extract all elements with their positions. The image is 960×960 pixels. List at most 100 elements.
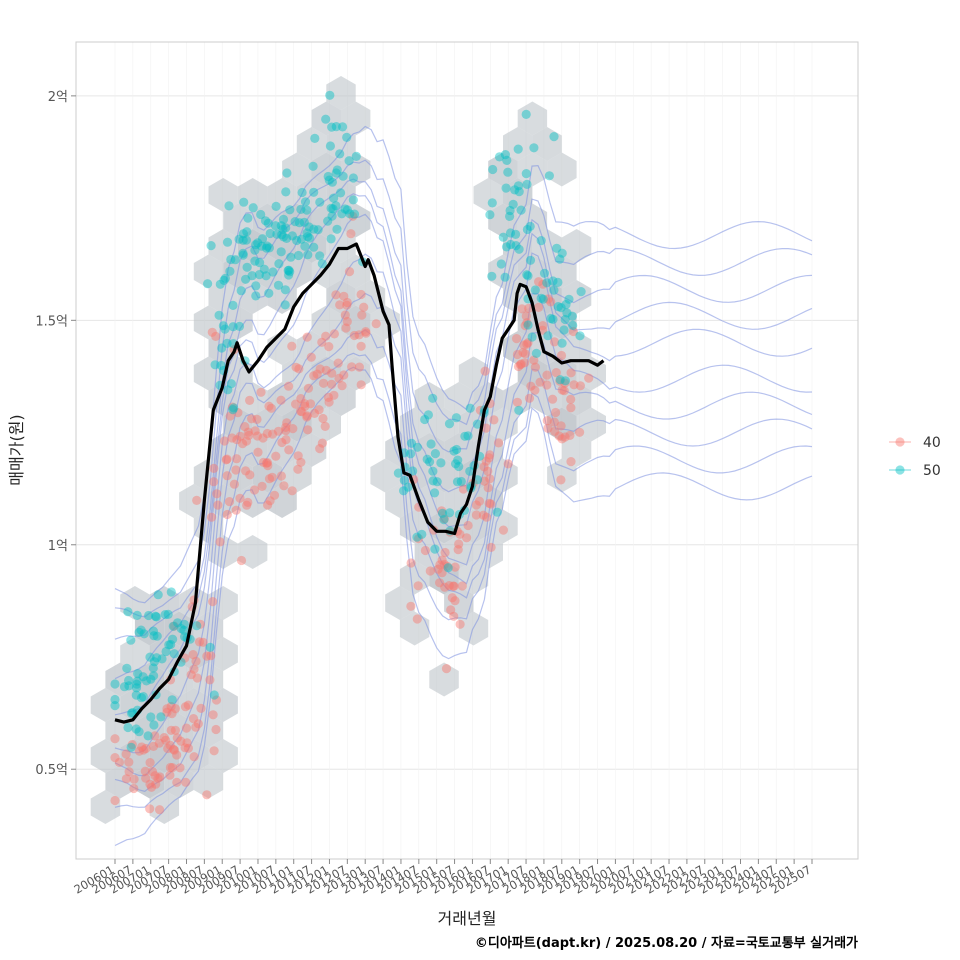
hexbin-cell-2: [90, 790, 121, 824]
data-point-50-658: [522, 270, 532, 280]
data-point-50-580: [406, 449, 416, 459]
data-point-40-279: [480, 366, 490, 376]
legend-key-point-40: [895, 437, 905, 447]
data-point-50-657: [508, 199, 518, 209]
data-point-40-259: [444, 581, 454, 591]
data-point-50-470: [238, 235, 248, 245]
data-point-40-314: [538, 321, 548, 331]
data-point-40-82: [191, 656, 201, 666]
data-point-50-655: [511, 241, 521, 251]
data-point-40-141: [271, 451, 281, 461]
data-point-50-381: [144, 610, 154, 621]
data-point-50-445: [257, 234, 268, 244]
data-point-40-171: [305, 399, 316, 409]
data-point-50-389: [168, 634, 178, 644]
data-point-40-115: [219, 436, 230, 446]
data-point-50-493: [268, 267, 278, 277]
hexbin-cell-113: [120, 637, 150, 671]
data-point-50-438: [223, 385, 233, 395]
data-point-40-210: [344, 267, 355, 277]
data-point-50-631: [514, 187, 524, 197]
data-point-40-134: [268, 429, 278, 439]
y-tick-label-3: 2억: [48, 90, 68, 105]
hexbin-layer: [90, 76, 606, 824]
hexbin-cell-144: [311, 101, 341, 136]
data-point-40-255: [449, 611, 459, 621]
data-point-50-511: [286, 252, 296, 262]
data-point-50-455: [256, 209, 266, 220]
data-point-40-133: [273, 426, 284, 436]
data-point-50-351: [110, 701, 120, 711]
data-point-40-128: [276, 471, 286, 481]
data-point-40-101: [256, 387, 266, 397]
data-point-40-265: [482, 512, 492, 522]
data-point-50-422: [226, 379, 236, 389]
data-point-50-656: [505, 205, 515, 216]
data-point-50-464: [230, 255, 240, 265]
data-point-50-370: [131, 683, 142, 693]
data-point-40-213: [354, 362, 364, 372]
data-point-50-446: [261, 271, 271, 281]
data-point-40-61: [196, 703, 206, 714]
data-point-50-502: [280, 300, 290, 310]
data-point-40-335: [569, 380, 579, 390]
data-point-40-44: [181, 723, 192, 733]
data-point-40-84: [180, 702, 191, 712]
data-point-40-276: [485, 474, 495, 484]
data-point-40-35: [162, 704, 172, 714]
hexbin-cell-172: [473, 178, 503, 212]
data-point-50-541: [336, 188, 346, 198]
data-point-40-334: [566, 403, 576, 413]
data-point-40-28: [155, 805, 165, 815]
data-point-50-661: [576, 287, 586, 297]
hexbin-cell-46: [296, 433, 327, 467]
data-point-40-74: [188, 650, 198, 660]
data-point-50-664: [568, 320, 578, 330]
data-point-40-175: [356, 380, 366, 390]
data-point-50-578: [423, 410, 433, 420]
data-point-50-475: [264, 243, 274, 253]
data-point-40-293: [516, 359, 526, 369]
data-point-40-72: [211, 695, 222, 705]
data-point-50-486: [238, 248, 248, 258]
data-point-40-36: [161, 735, 171, 745]
data-point-40-332: [557, 385, 567, 395]
data-point-50-473: [251, 240, 261, 250]
data-point-40-180: [302, 412, 312, 422]
data-point-50-450: [238, 250, 248, 260]
data-point-40-43: [188, 714, 199, 724]
data-point-50-414: [150, 611, 161, 621]
data-point-50-587: [412, 442, 422, 452]
legend: 40 50: [889, 435, 941, 479]
legend-label-50: 50: [923, 463, 941, 479]
data-point-50-668: [553, 302, 563, 312]
data-point-40-223: [347, 362, 357, 372]
hexbin-cell-12: [179, 739, 209, 773]
hexbin-cell-6: [105, 764, 135, 799]
data-point-40-295: [526, 381, 536, 391]
data-point-40-249: [450, 596, 460, 606]
data-point-50-542: [342, 132, 352, 142]
data-point-40-198: [303, 425, 313, 435]
data-point-50-633: [494, 152, 505, 162]
data-point-50-579: [436, 458, 446, 468]
hexbin-cell-112: [105, 662, 135, 697]
data-point-50-440: [229, 403, 239, 413]
data-point-40-178: [320, 421, 330, 431]
data-point-40-299: [520, 321, 530, 331]
hexbin-cell-13: [149, 688, 180, 722]
data-point-40-127: [293, 464, 303, 474]
data-point-40-321: [550, 426, 560, 436]
data-point-40-22: [151, 779, 161, 789]
data-point-40-131: [238, 439, 248, 449]
data-point-50-667: [548, 276, 558, 286]
data-point-40-54: [180, 743, 190, 753]
hexbin-cell-128: [252, 254, 283, 289]
data-point-40-187: [323, 392, 333, 402]
data-point-40-243: [458, 484, 468, 494]
data-point-40-194: [318, 378, 329, 388]
data-point-40-258: [455, 529, 465, 539]
data-point-50-468: [278, 214, 289, 224]
data-point-50-423: [228, 405, 238, 415]
data-point-40-346: [548, 394, 558, 404]
